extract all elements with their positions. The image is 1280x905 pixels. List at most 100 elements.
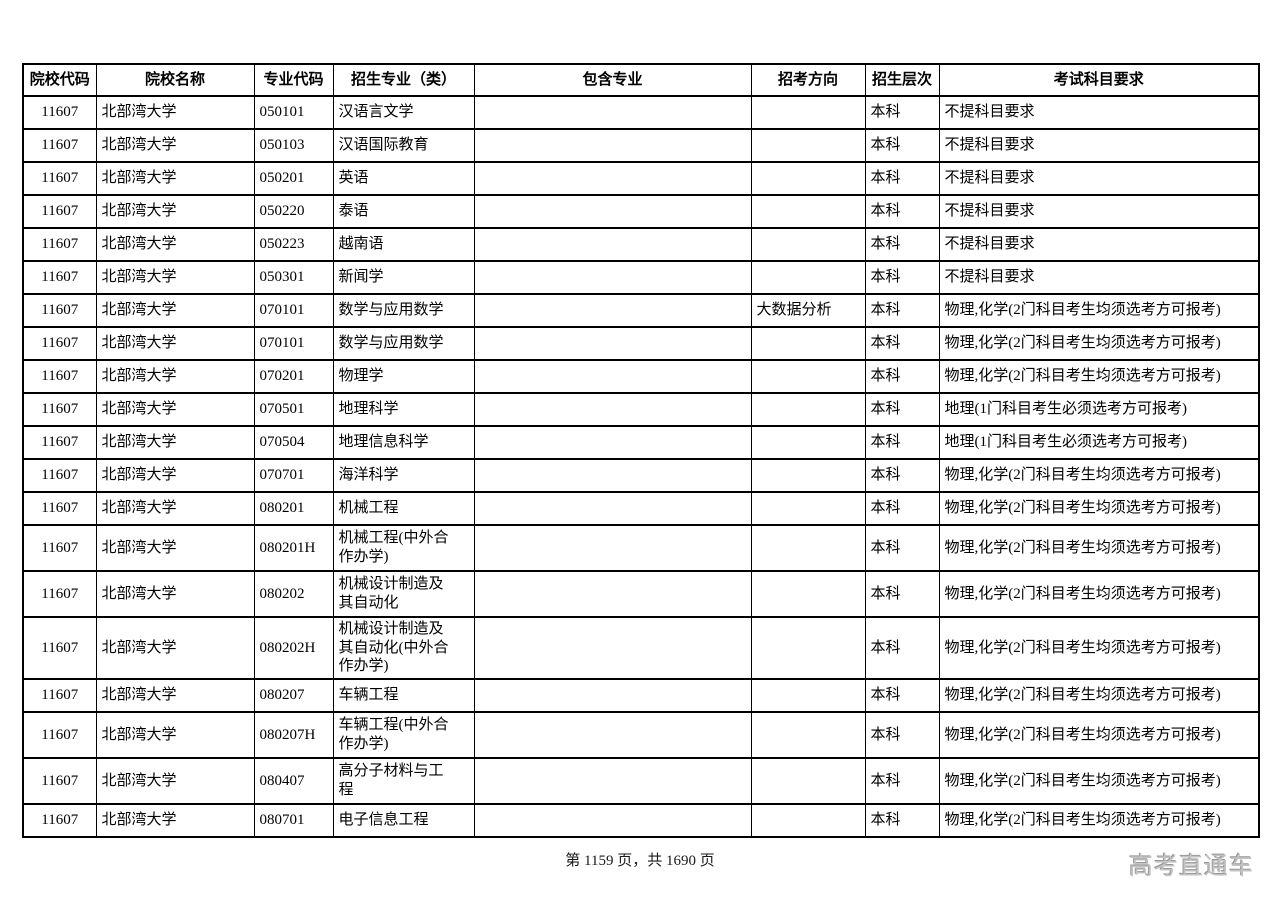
- cell-major-name: 电子信息工程: [332, 803, 475, 838]
- watermark-text: 高考直通车: [1129, 854, 1254, 880]
- cell-college-code: 11607: [22, 227, 97, 262]
- cell-level: 本科: [864, 260, 940, 295]
- col-header-college-name: 院校名称: [95, 63, 255, 97]
- admissions-table: 院校代码 院校名称 专业代码 招生专业（类） 包含专业 招考方向 招生层次 考试…: [22, 63, 1260, 838]
- table-body: 11607 北部湾大学 050101 汉语言文学 本科 不提科目要求 11607 北部湾大学 0…: [22, 95, 1260, 838]
- cell-college-name: 北部湾大学: [95, 260, 255, 295]
- table-row: 11607 北部湾大学 050101 汉语言文学 本科 不提科目要求: [22, 95, 1260, 130]
- cell-direction: [750, 524, 866, 572]
- cell-college-code: 11607: [22, 260, 97, 295]
- cell-major-name: 地理信息科学: [332, 425, 475, 460]
- cell-college-name: 北部湾大学: [95, 359, 255, 394]
- cell-college-code: 11607: [22, 128, 97, 163]
- table-row: 11607 北部湾大学 080202H 机械设计制造及 其自动化(中外合 作办学) 本科…: [22, 616, 1260, 680]
- cell-major-name: 泰语: [332, 194, 475, 229]
- cell-direction: [750, 392, 866, 427]
- cell-direction: 大数据分析: [750, 293, 866, 328]
- cell-direction: [750, 616, 866, 680]
- cell-direction: [750, 95, 866, 130]
- page-indicator: 第 1159 页，共 1690 页: [565, 853, 715, 869]
- cell-college-name: 北部湾大学: [95, 524, 255, 572]
- cell-included-majors: [473, 524, 752, 572]
- col-header-major-code: 专业代码: [253, 63, 334, 97]
- cell-major-name: 机械工程(中外合 作办学): [332, 524, 475, 572]
- cell-major-name: 数学与应用数学: [332, 293, 475, 328]
- table-row: 11607 北部湾大学 050220 泰语 本科 不提科目要求: [22, 194, 1260, 229]
- cell-direction: [750, 678, 866, 713]
- cell-included-majors: [473, 227, 752, 262]
- cell-college-name: 北部湾大学: [95, 458, 255, 493]
- cell-level: 本科: [864, 491, 940, 526]
- cell-subject-requirements: 不提科目要求: [938, 95, 1260, 130]
- cell-level: 本科: [864, 425, 940, 460]
- cell-major-code: 050101: [253, 95, 334, 130]
- cell-college-code: 11607: [22, 293, 97, 328]
- col-header-direction: 招考方向: [750, 63, 866, 97]
- cell-subject-requirements: 地理(1门科目考生必须选考方可报考): [938, 392, 1260, 427]
- cell-level: 本科: [864, 570, 940, 618]
- cell-included-majors: [473, 326, 752, 361]
- cell-included-majors: [473, 425, 752, 460]
- cell-college-name: 北部湾大学: [95, 326, 255, 361]
- cell-direction: [750, 260, 866, 295]
- cell-major-name: 高分子材料与工 程: [332, 757, 475, 805]
- cell-subject-requirements: 物理,化学(2门科目考生均须选考方可报考): [938, 757, 1260, 805]
- table-row: 11607 北部湾大学 070101 数学与应用数学 大数据分析 本科 物理,化学(2门科目…: [22, 293, 1260, 328]
- cell-included-majors: [473, 570, 752, 618]
- cell-level: 本科: [864, 757, 940, 805]
- cell-level: 本科: [864, 678, 940, 713]
- cell-direction: [750, 326, 866, 361]
- cell-level: 本科: [864, 194, 940, 229]
- cell-major-name: 越南语: [332, 227, 475, 262]
- cell-direction: [750, 491, 866, 526]
- cell-direction: [750, 757, 866, 805]
- cell-included-majors: [473, 803, 752, 838]
- cell-college-code: 11607: [22, 803, 97, 838]
- cell-subject-requirements: 地理(1门科目考生必须选考方可报考): [938, 425, 1260, 460]
- table-row: 11607 北部湾大学 070101 数学与应用数学 本科 物理,化学(2门科目考生均须选…: [22, 326, 1260, 361]
- cell-subject-requirements: 物理,化学(2门科目考生均须选考方可报考): [938, 678, 1260, 713]
- table-row: 11607 北部湾大学 080701 电子信息工程 本科 物理,化学(2门科目考生均须选考…: [22, 803, 1260, 838]
- cell-major-code: 080207H: [253, 711, 334, 759]
- cell-subject-requirements: 不提科目要求: [938, 194, 1260, 229]
- cell-level: 本科: [864, 458, 940, 493]
- cell-direction: [750, 711, 866, 759]
- cell-college-code: 11607: [22, 194, 97, 229]
- cell-included-majors: [473, 757, 752, 805]
- table-row: 11607 北部湾大学 080202 机械设计制造及 其自动化 本科 物理,化学(2门科目…: [22, 570, 1260, 618]
- cell-direction: [750, 128, 866, 163]
- cell-major-name: 机械工程: [332, 491, 475, 526]
- col-header-subject-requirements: 考试科目要求: [938, 63, 1260, 97]
- cell-major-code: 050301: [253, 260, 334, 295]
- cell-included-majors: [473, 128, 752, 163]
- cell-college-name: 北部湾大学: [95, 678, 255, 713]
- cell-major-code: 050103: [253, 128, 334, 163]
- cell-level: 本科: [864, 711, 940, 759]
- cell-major-name: 英语: [332, 161, 475, 196]
- cell-college-code: 11607: [22, 458, 97, 493]
- cell-college-code: 11607: [22, 524, 97, 572]
- table-row: 11607 北部湾大学 070501 地理科学 本科 地理(1门科目考生必须选考方可报考): [22, 392, 1260, 427]
- cell-college-code: 11607: [22, 392, 97, 427]
- cell-major-name: 物理学: [332, 359, 475, 394]
- cell-level: 本科: [864, 227, 940, 262]
- cell-direction: [750, 227, 866, 262]
- cell-included-majors: [473, 491, 752, 526]
- cell-major-code: 080407: [253, 757, 334, 805]
- cell-level: 本科: [864, 95, 940, 130]
- table-row: 11607 北部湾大学 070504 地理信息科学 本科 地理(1门科目考生必须选考方可报…: [22, 425, 1260, 460]
- cell-college-code: 11607: [22, 491, 97, 526]
- cell-level: 本科: [864, 326, 940, 361]
- cell-included-majors: [473, 260, 752, 295]
- cell-college-name: 北部湾大学: [95, 194, 255, 229]
- table-row: 11607 北部湾大学 080207H 车辆工程(中外合 作办学) 本科 物理,化学(2门…: [22, 711, 1260, 759]
- cell-college-code: 11607: [22, 161, 97, 196]
- cell-level: 本科: [864, 293, 940, 328]
- cell-subject-requirements: 物理,化学(2门科目考生均须选考方可报考): [938, 803, 1260, 838]
- cell-subject-requirements: 物理,化学(2门科目考生均须选考方可报考): [938, 326, 1260, 361]
- cell-major-code: 080202: [253, 570, 334, 618]
- cell-college-code: 11607: [22, 711, 97, 759]
- cell-direction: [750, 458, 866, 493]
- cell-subject-requirements: 物理,化学(2门科目考生均须选考方可报考): [938, 616, 1260, 680]
- cell-level: 本科: [864, 161, 940, 196]
